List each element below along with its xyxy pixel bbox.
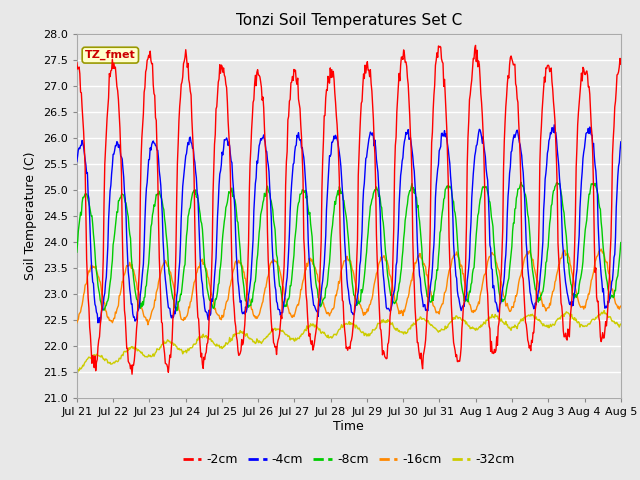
-4cm bbox=[83, 170, 90, 176]
Line: -32cm: -32cm bbox=[77, 311, 621, 373]
-16cm bbox=[617, 303, 625, 309]
X-axis label: Time: Time bbox=[333, 420, 364, 432]
Line: -4cm: -4cm bbox=[77, 125, 621, 323]
-32cm bbox=[223, 341, 231, 347]
-32cm bbox=[140, 353, 147, 359]
-16cm bbox=[597, 246, 605, 252]
Line: -16cm: -16cm bbox=[77, 249, 621, 325]
-16cm bbox=[195, 264, 202, 270]
-8cm bbox=[173, 308, 180, 313]
-4cm bbox=[416, 273, 424, 278]
-16cm bbox=[144, 322, 152, 328]
-2cm bbox=[83, 256, 90, 262]
-4cm bbox=[73, 159, 81, 165]
-16cm bbox=[83, 280, 90, 286]
-2cm bbox=[73, 60, 81, 66]
-2cm bbox=[140, 111, 147, 117]
Legend: -2cm, -4cm, -8cm, -16cm, -32cm: -2cm, -4cm, -8cm, -16cm, -32cm bbox=[178, 448, 520, 471]
-8cm bbox=[416, 218, 424, 224]
-4cm bbox=[195, 214, 202, 220]
-8cm bbox=[195, 200, 202, 206]
-16cm bbox=[416, 251, 424, 257]
Line: -8cm: -8cm bbox=[77, 182, 621, 311]
-2cm bbox=[128, 372, 136, 377]
Title: Tonzi Soil Temperatures Set C: Tonzi Soil Temperatures Set C bbox=[236, 13, 462, 28]
-32cm bbox=[617, 321, 625, 327]
Text: TZ_fmet: TZ_fmet bbox=[85, 50, 136, 60]
-8cm bbox=[73, 249, 81, 255]
-16cm bbox=[139, 308, 147, 313]
-32cm bbox=[600, 308, 608, 313]
-8cm bbox=[139, 299, 147, 304]
-2cm bbox=[472, 43, 479, 48]
-2cm bbox=[617, 61, 625, 67]
-32cm bbox=[431, 325, 439, 331]
-4cm bbox=[617, 139, 625, 145]
-4cm bbox=[140, 261, 147, 267]
-32cm bbox=[73, 369, 81, 374]
-16cm bbox=[223, 298, 231, 304]
-4cm bbox=[97, 320, 104, 326]
-8cm bbox=[431, 278, 439, 284]
-32cm bbox=[416, 316, 424, 322]
-8cm bbox=[617, 240, 625, 245]
-32cm bbox=[195, 334, 202, 340]
-16cm bbox=[73, 320, 81, 325]
-8cm bbox=[517, 180, 525, 185]
-8cm bbox=[83, 191, 90, 197]
-2cm bbox=[223, 99, 231, 105]
-4cm bbox=[550, 122, 558, 128]
-8cm bbox=[223, 199, 231, 205]
Line: -2cm: -2cm bbox=[77, 46, 621, 374]
-16cm bbox=[431, 307, 439, 313]
Y-axis label: Soil Temperature (C): Soil Temperature (C) bbox=[24, 152, 37, 280]
-4cm bbox=[223, 137, 231, 143]
-4cm bbox=[431, 195, 439, 201]
-32cm bbox=[84, 356, 92, 362]
-32cm bbox=[74, 370, 81, 376]
-2cm bbox=[195, 316, 202, 322]
-2cm bbox=[416, 353, 424, 359]
-2cm bbox=[431, 62, 439, 68]
